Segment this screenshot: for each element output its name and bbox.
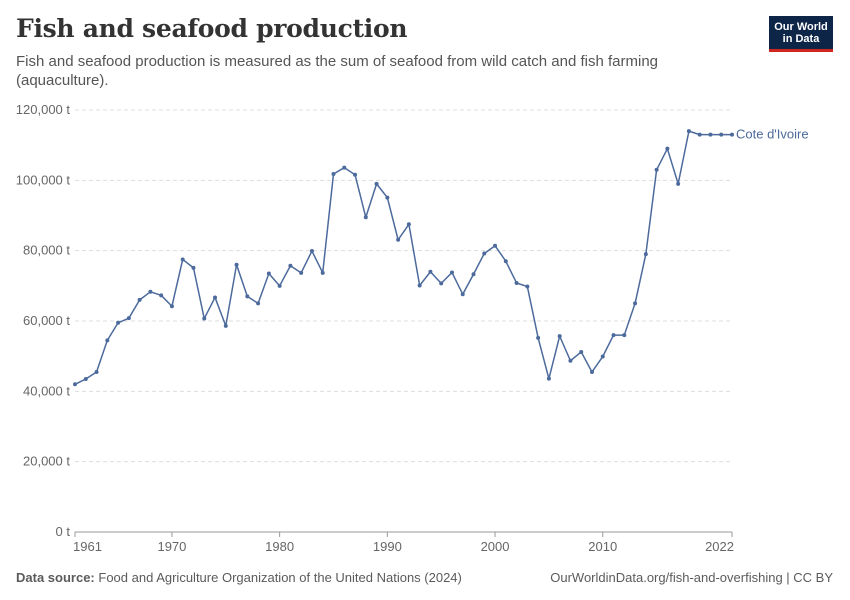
data-point [536,335,541,340]
series-line [74,130,732,385]
y-tick-label: 40,000 t [23,383,70,398]
data-point [342,165,347,170]
data-point [137,297,142,302]
data-point [73,382,77,387]
data-point [353,172,358,177]
y-tick-label: 0 t [56,524,71,539]
x-tick-label: 2010 [588,539,617,554]
data-point [546,376,551,381]
data-point [643,252,648,257]
data-point [665,146,670,151]
data-point [493,243,498,248]
data-point [159,293,164,298]
data-point [256,301,261,306]
data-point [622,333,627,338]
data-point [708,132,713,137]
data-point [320,270,325,275]
data-point [94,369,99,374]
data-point [148,289,153,294]
data-point [633,301,638,306]
data-point [417,283,422,288]
source-link[interactable]: OurWorldinData.org/fish-and-overfishing … [550,570,833,585]
owid-logo[interactable]: Our World in Data [769,16,833,52]
data-point [514,281,519,286]
data-point [676,181,681,186]
data-point [105,338,110,343]
y-tick-label: 20,000 t [23,454,70,469]
data-point [557,334,562,339]
x-tick-label: 1970 [157,539,186,554]
data-point [223,323,228,328]
data-point [169,304,174,309]
y-tick-label: 80,000 t [23,243,70,258]
x-tick-label: 1990 [373,539,402,554]
data-point [309,249,314,254]
logo-line-1: Our World [774,21,828,33]
data-point [126,316,131,321]
data-point [697,132,702,137]
data-point [730,132,734,137]
data-point [611,333,616,338]
data-source-label: Data source: [16,570,95,585]
data-point [600,354,605,359]
data-point [406,222,411,227]
x-tick-label: 1980 [265,539,294,554]
data-point [482,251,487,256]
data-source-text: Food and Agriculture Organization of the… [98,570,462,585]
data-point [374,181,379,186]
x-tick-label: 2022 [705,539,734,554]
data-point [471,272,476,277]
chart-title: Fish and seafood production [16,14,408,43]
data-point [331,172,336,177]
data-point [686,129,691,134]
data-point [579,349,584,354]
data-point [299,270,304,275]
data-point [191,265,196,270]
x-tick-label: 2000 [481,539,510,554]
logo-line-2: in Data [782,33,820,45]
data-point [460,292,465,297]
data-point [234,262,239,267]
data-point [277,283,282,288]
line-chart: 0 t 20,000 t 40,000 t 60,000 t 80,000 t 100,0… [16,102,809,554]
y-tick-label: 100,000 t [16,172,71,187]
data-point [589,369,594,374]
data-point [654,167,659,172]
data-point [396,237,401,242]
x-tick-label: 1961 [73,539,102,554]
data-point [116,320,121,325]
data-point [449,270,454,275]
data-point [266,271,271,276]
data-point [202,316,207,321]
data-point [213,295,218,300]
y-tick-label: 120,000 t [16,102,71,117]
data-point [719,132,724,137]
data-point [439,281,444,286]
series-label: Cote d'Ivoire [736,127,809,142]
chart-subtitle: Fish and seafood production is measured … [16,53,659,89]
y-tick-label: 60,000 t [23,313,70,328]
data-point [363,215,368,220]
data-point [525,284,530,289]
data-point [83,377,88,382]
data-point [568,358,573,363]
data-point [288,263,293,268]
data-point [385,195,390,200]
data-point [428,269,433,274]
data-source: Data source: Food and Agriculture Organi… [16,570,462,585]
data-point [180,257,185,262]
data-point [245,294,250,299]
data-point [503,259,508,264]
